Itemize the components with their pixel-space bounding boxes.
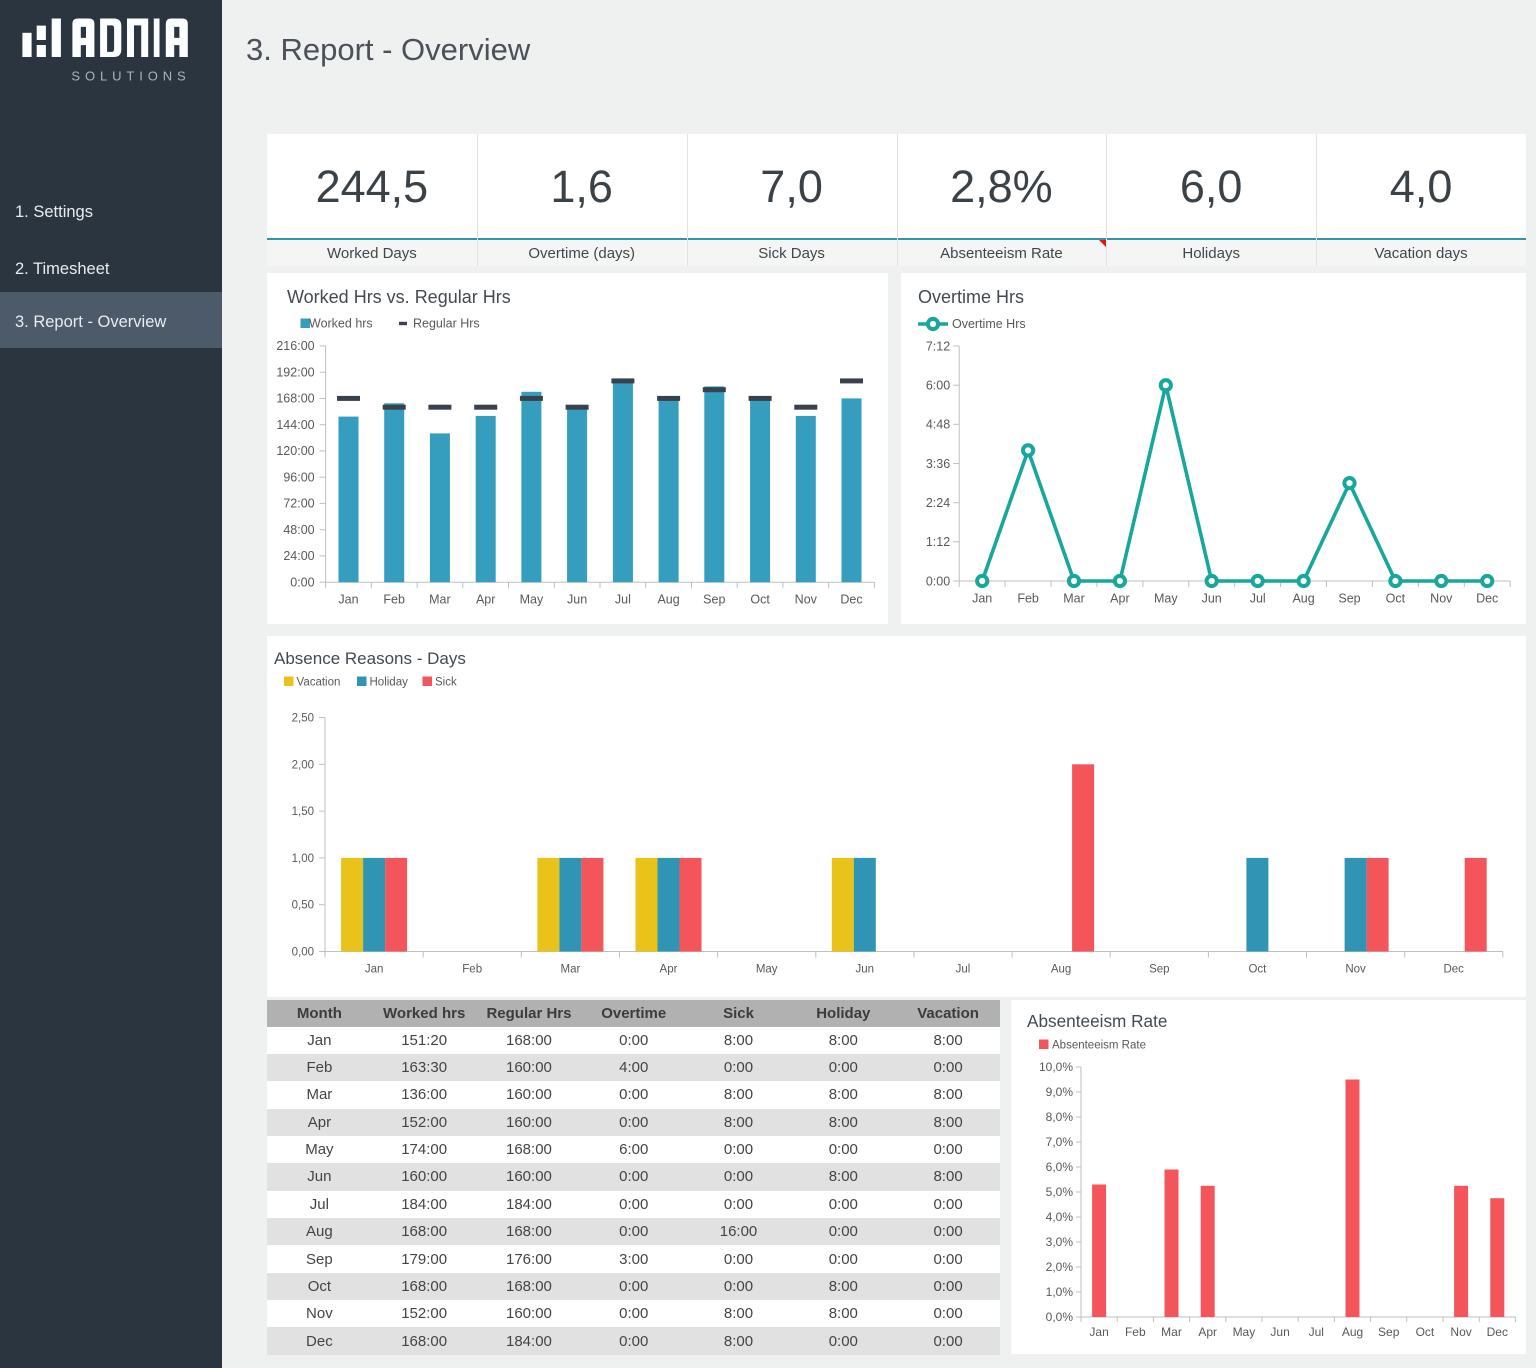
- svg-text:Oct: Oct: [1386, 592, 1406, 606]
- svg-text:4:48: 4:48: [926, 418, 950, 432]
- svg-text:Jun: Jun: [1202, 592, 1222, 606]
- svg-text:Feb: Feb: [1017, 592, 1039, 606]
- svg-text:0,50: 0,50: [292, 900, 314, 912]
- svg-text:Mar: Mar: [429, 593, 451, 607]
- svg-text:10,0%: 10,0%: [1039, 1060, 1073, 1074]
- svg-text:2,50: 2,50: [292, 713, 314, 725]
- svg-text:Sep: Sep: [1338, 592, 1360, 606]
- svg-text:0,0%: 0,0%: [1046, 1310, 1074, 1324]
- svg-text:Holiday: Holiday: [370, 677, 409, 689]
- svg-text:Apr: Apr: [660, 964, 678, 976]
- svg-text:Jul: Jul: [956, 964, 971, 976]
- svg-text:3,0%: 3,0%: [1046, 1235, 1074, 1249]
- svg-text:3:36: 3:36: [926, 457, 950, 471]
- svg-text:9,0%: 9,0%: [1046, 1085, 1074, 1099]
- svg-text:Sep: Sep: [1378, 1325, 1400, 1339]
- svg-text:Dec: Dec: [840, 593, 862, 607]
- svg-text:Absence Reasons - Days: Absence Reasons - Days: [274, 649, 466, 668]
- svg-text:Jul: Jul: [615, 593, 631, 607]
- svg-text:Absenteeism Rate: Absenteeism Rate: [1027, 1011, 1167, 1031]
- svg-text:Dec: Dec: [1443, 964, 1464, 976]
- svg-text:SOLUTIONS: SOLUTIONS: [71, 69, 190, 84]
- svg-text:Jan: Jan: [338, 593, 358, 607]
- svg-text:Jan: Jan: [1089, 1325, 1108, 1339]
- svg-text:Oct: Oct: [1416, 1325, 1435, 1339]
- svg-text:1:12: 1:12: [926, 535, 950, 549]
- svg-text:Jun: Jun: [1270, 1325, 1289, 1339]
- svg-text:216:00: 216:00: [276, 339, 314, 353]
- svg-text:May: May: [756, 964, 778, 976]
- svg-text:Mar: Mar: [1161, 1325, 1182, 1339]
- svg-text:Nov: Nov: [795, 593, 818, 607]
- svg-text:7:12: 7:12: [926, 339, 950, 353]
- svg-text:72:00: 72:00: [283, 497, 314, 511]
- svg-text:0:00: 0:00: [926, 574, 950, 588]
- svg-text:2:24: 2:24: [926, 496, 950, 510]
- svg-text:1,50: 1,50: [292, 806, 314, 818]
- svg-text:Apr: Apr: [1110, 592, 1129, 606]
- svg-text:144:00: 144:00: [276, 418, 314, 432]
- svg-text:Sick: Sick: [435, 677, 457, 689]
- svg-text:6,0%: 6,0%: [1046, 1160, 1074, 1174]
- svg-text:Aug: Aug: [657, 593, 679, 607]
- svg-text:24:00: 24:00: [283, 549, 314, 563]
- svg-text:1,00: 1,00: [292, 853, 314, 865]
- svg-text:Feb: Feb: [462, 964, 482, 976]
- svg-text:Nov: Nov: [1430, 592, 1453, 606]
- svg-text:Worked Hrs vs. Regular Hrs: Worked Hrs vs. Regular Hrs: [287, 287, 511, 307]
- svg-text:Sep: Sep: [1149, 964, 1169, 976]
- svg-text:Apr: Apr: [476, 593, 495, 607]
- svg-text:120:00: 120:00: [276, 444, 314, 458]
- svg-text:Oct: Oct: [1248, 964, 1267, 976]
- svg-text:0,00: 0,00: [292, 947, 314, 959]
- svg-text:Jul: Jul: [1250, 592, 1266, 606]
- svg-text:Jun: Jun: [856, 964, 875, 976]
- svg-text:2,0%: 2,0%: [1046, 1260, 1074, 1274]
- svg-text:Jul: Jul: [1309, 1325, 1324, 1339]
- svg-text:Aug: Aug: [1051, 964, 1071, 976]
- svg-text:May: May: [1233, 1325, 1256, 1339]
- svg-text:Nov: Nov: [1345, 964, 1366, 976]
- svg-text:Nov: Nov: [1450, 1325, 1471, 1339]
- svg-text:8,0%: 8,0%: [1046, 1110, 1074, 1124]
- svg-text:0:00: 0:00: [290, 576, 314, 590]
- svg-text:Overtime Hrs: Overtime Hrs: [918, 287, 1024, 307]
- svg-text:192:00: 192:00: [276, 366, 314, 380]
- svg-text:6:00: 6:00: [926, 379, 950, 393]
- svg-text:Aug: Aug: [1292, 592, 1314, 606]
- svg-text:2,00: 2,00: [292, 759, 314, 771]
- svg-text:7,0%: 7,0%: [1046, 1135, 1074, 1149]
- svg-text:Overtime Hrs: Overtime Hrs: [952, 317, 1026, 331]
- svg-text:5,0%: 5,0%: [1046, 1185, 1074, 1199]
- svg-text:May: May: [520, 593, 544, 607]
- svg-text:Jan: Jan: [365, 964, 384, 976]
- svg-text:Jun: Jun: [567, 593, 587, 607]
- svg-text:48:00: 48:00: [283, 523, 314, 537]
- svg-text:96:00: 96:00: [283, 471, 314, 485]
- svg-text:Apr: Apr: [1198, 1325, 1217, 1339]
- svg-text:Dec: Dec: [1476, 592, 1498, 606]
- svg-text:Jan: Jan: [972, 592, 992, 606]
- svg-text:Mar: Mar: [1063, 592, 1085, 606]
- svg-text:1,0%: 1,0%: [1046, 1285, 1074, 1299]
- svg-text:May: May: [1154, 592, 1178, 606]
- svg-text:Worked hrs: Worked hrs: [309, 317, 373, 331]
- svg-text:Oct: Oct: [750, 593, 770, 607]
- svg-text:Regular Hrs: Regular Hrs: [413, 317, 480, 331]
- svg-text:Mar: Mar: [560, 964, 580, 976]
- svg-text:168:00: 168:00: [276, 392, 314, 406]
- svg-text:Dec: Dec: [1487, 1325, 1508, 1339]
- svg-text:Vacation: Vacation: [297, 677, 341, 689]
- svg-text:Aug: Aug: [1342, 1325, 1363, 1339]
- svg-text:4,0%: 4,0%: [1046, 1210, 1074, 1224]
- svg-text:Feb: Feb: [1125, 1325, 1146, 1339]
- svg-text:Feb: Feb: [383, 593, 405, 607]
- svg-text:Absenteeism Rate: Absenteeism Rate: [1052, 1040, 1146, 1052]
- svg-text:Sep: Sep: [703, 593, 725, 607]
